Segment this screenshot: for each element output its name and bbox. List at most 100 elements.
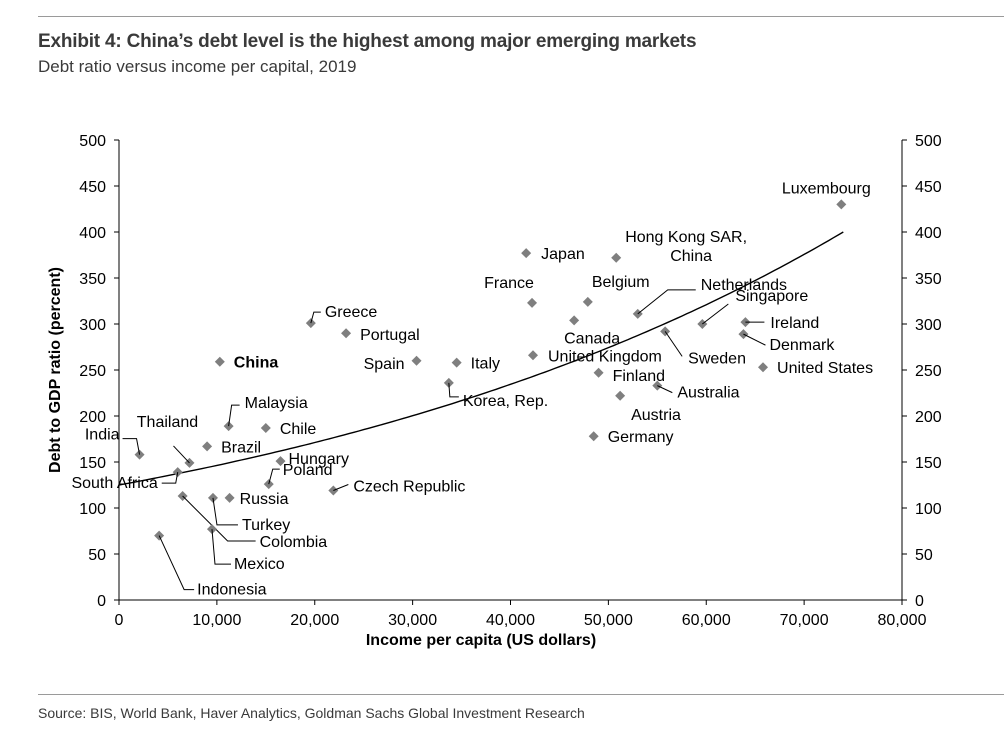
point-marker	[611, 252, 622, 263]
point-label: Hong Kong SAR, China	[625, 229, 747, 265]
x-tick-label: 40,000	[486, 612, 535, 629]
point-label: Malaysia	[245, 395, 308, 412]
x-tick-label: 70,000	[780, 612, 829, 629]
point-marker	[588, 431, 599, 442]
point-label: Portugal	[360, 327, 420, 344]
point-label: Hungary	[288, 451, 348, 468]
point-label: China	[234, 355, 279, 372]
leader-line	[333, 484, 349, 491]
y-tick-label-left: 200	[79, 409, 106, 426]
point-label: United States	[777, 360, 873, 377]
point-marker	[275, 456, 286, 467]
bottom-rule	[38, 694, 1004, 695]
point-marker	[582, 296, 593, 307]
point-label: Thailand	[137, 414, 198, 431]
point-marker	[214, 356, 225, 367]
point-label: India	[85, 427, 120, 444]
leader-line	[743, 333, 766, 346]
y-tick-label-right: 400	[915, 225, 942, 242]
point-label: Turkey	[242, 517, 290, 534]
y-tick-label-right: 200	[915, 409, 942, 426]
point-label: Russia	[240, 491, 289, 508]
top-rule	[38, 16, 1004, 17]
point-marker	[615, 390, 626, 401]
point-marker	[202, 441, 213, 452]
leader-line	[702, 303, 729, 325]
y-tick-label-left: 150	[79, 455, 106, 472]
leader-line	[212, 497, 238, 526]
point-marker	[593, 367, 604, 378]
leader-line	[158, 535, 195, 591]
source-note: Source: BIS, World Bank, Haver Analytics…	[38, 705, 585, 721]
chart-title: Exhibit 4: China’s debt level is the hig…	[38, 31, 697, 52]
x-tick-label: 20,000	[290, 612, 339, 629]
point-label: Singapore	[735, 288, 808, 305]
y-tick-label-right: 250	[915, 363, 942, 380]
point-label: Colombia	[260, 534, 328, 551]
point-label: Poland	[283, 462, 333, 479]
point-label: Japan	[541, 246, 585, 263]
leader-line	[657, 385, 673, 394]
point-label: France	[484, 275, 534, 292]
point-label: Czech Republic	[353, 479, 465, 496]
leader-line	[310, 311, 321, 324]
point-label: Greece	[325, 304, 378, 321]
x-axis-label: Income per capita (US dollars)	[366, 632, 596, 649]
leader-line	[122, 438, 141, 455]
y-tick-label-right: 50	[915, 547, 933, 564]
point-label: Korea, Rep.	[463, 393, 548, 410]
y-tick-label-left: 50	[88, 547, 106, 564]
y-tick-label-right: 450	[915, 179, 942, 196]
point-label: Brazil	[221, 439, 261, 456]
point-marker	[569, 315, 580, 326]
leader-line	[664, 331, 683, 357]
point-label-line: Hong Kong SAR,	[625, 229, 747, 246]
point-label: Germany	[608, 429, 674, 446]
y-tick-label-left: 100	[79, 501, 106, 518]
y-axis-label: Debt to GDP ratio (percent)	[47, 267, 64, 473]
y-tick-label-left: 0	[97, 593, 106, 610]
point-marker	[836, 199, 847, 210]
point-marker	[521, 248, 532, 259]
point-label: Finland	[613, 368, 665, 385]
y-tick-label-left: 400	[79, 225, 106, 242]
y-tick-label-right: 100	[915, 501, 942, 518]
point-marker	[528, 350, 539, 361]
leader-line	[211, 529, 231, 565]
point-label: Netherlands	[701, 277, 787, 294]
y-tick-label-right: 350	[915, 271, 942, 288]
point-marker	[527, 297, 538, 308]
point-marker	[224, 492, 235, 503]
point-label: Indonesia	[197, 582, 266, 599]
y-tick-label-left: 450	[79, 179, 106, 196]
y-tick-label-right: 0	[915, 593, 924, 610]
x-tick-label: 10,000	[192, 612, 241, 629]
leader-line	[268, 468, 280, 485]
leader-line	[228, 404, 240, 427]
point-label: Sweden	[688, 350, 746, 367]
leader-line	[182, 495, 256, 542]
point-marker	[758, 362, 769, 373]
x-tick-label: 80,000	[878, 612, 927, 629]
x-tick-label: 0	[115, 612, 124, 629]
leader-line	[161, 472, 179, 484]
leader-line	[448, 382, 459, 398]
y-tick-label-right: 150	[915, 455, 942, 472]
point-marker	[341, 328, 352, 339]
point-label: Italy	[471, 356, 500, 373]
point-marker	[411, 355, 422, 366]
y-tick-label-left: 350	[79, 271, 106, 288]
point-marker	[451, 357, 462, 368]
trendline	[118, 231, 844, 486]
y-tick-label-left: 250	[79, 363, 106, 380]
y-tick-label-left: 300	[79, 317, 106, 334]
point-label: United Kingdom	[548, 348, 662, 365]
leader-line	[173, 445, 190, 464]
point-label: Mexico	[234, 556, 285, 573]
point-label: Austria	[631, 407, 681, 424]
y-tick-label-left: 500	[79, 133, 106, 150]
point-label: Australia	[677, 385, 739, 402]
y-tick-label-right: 500	[915, 133, 942, 150]
